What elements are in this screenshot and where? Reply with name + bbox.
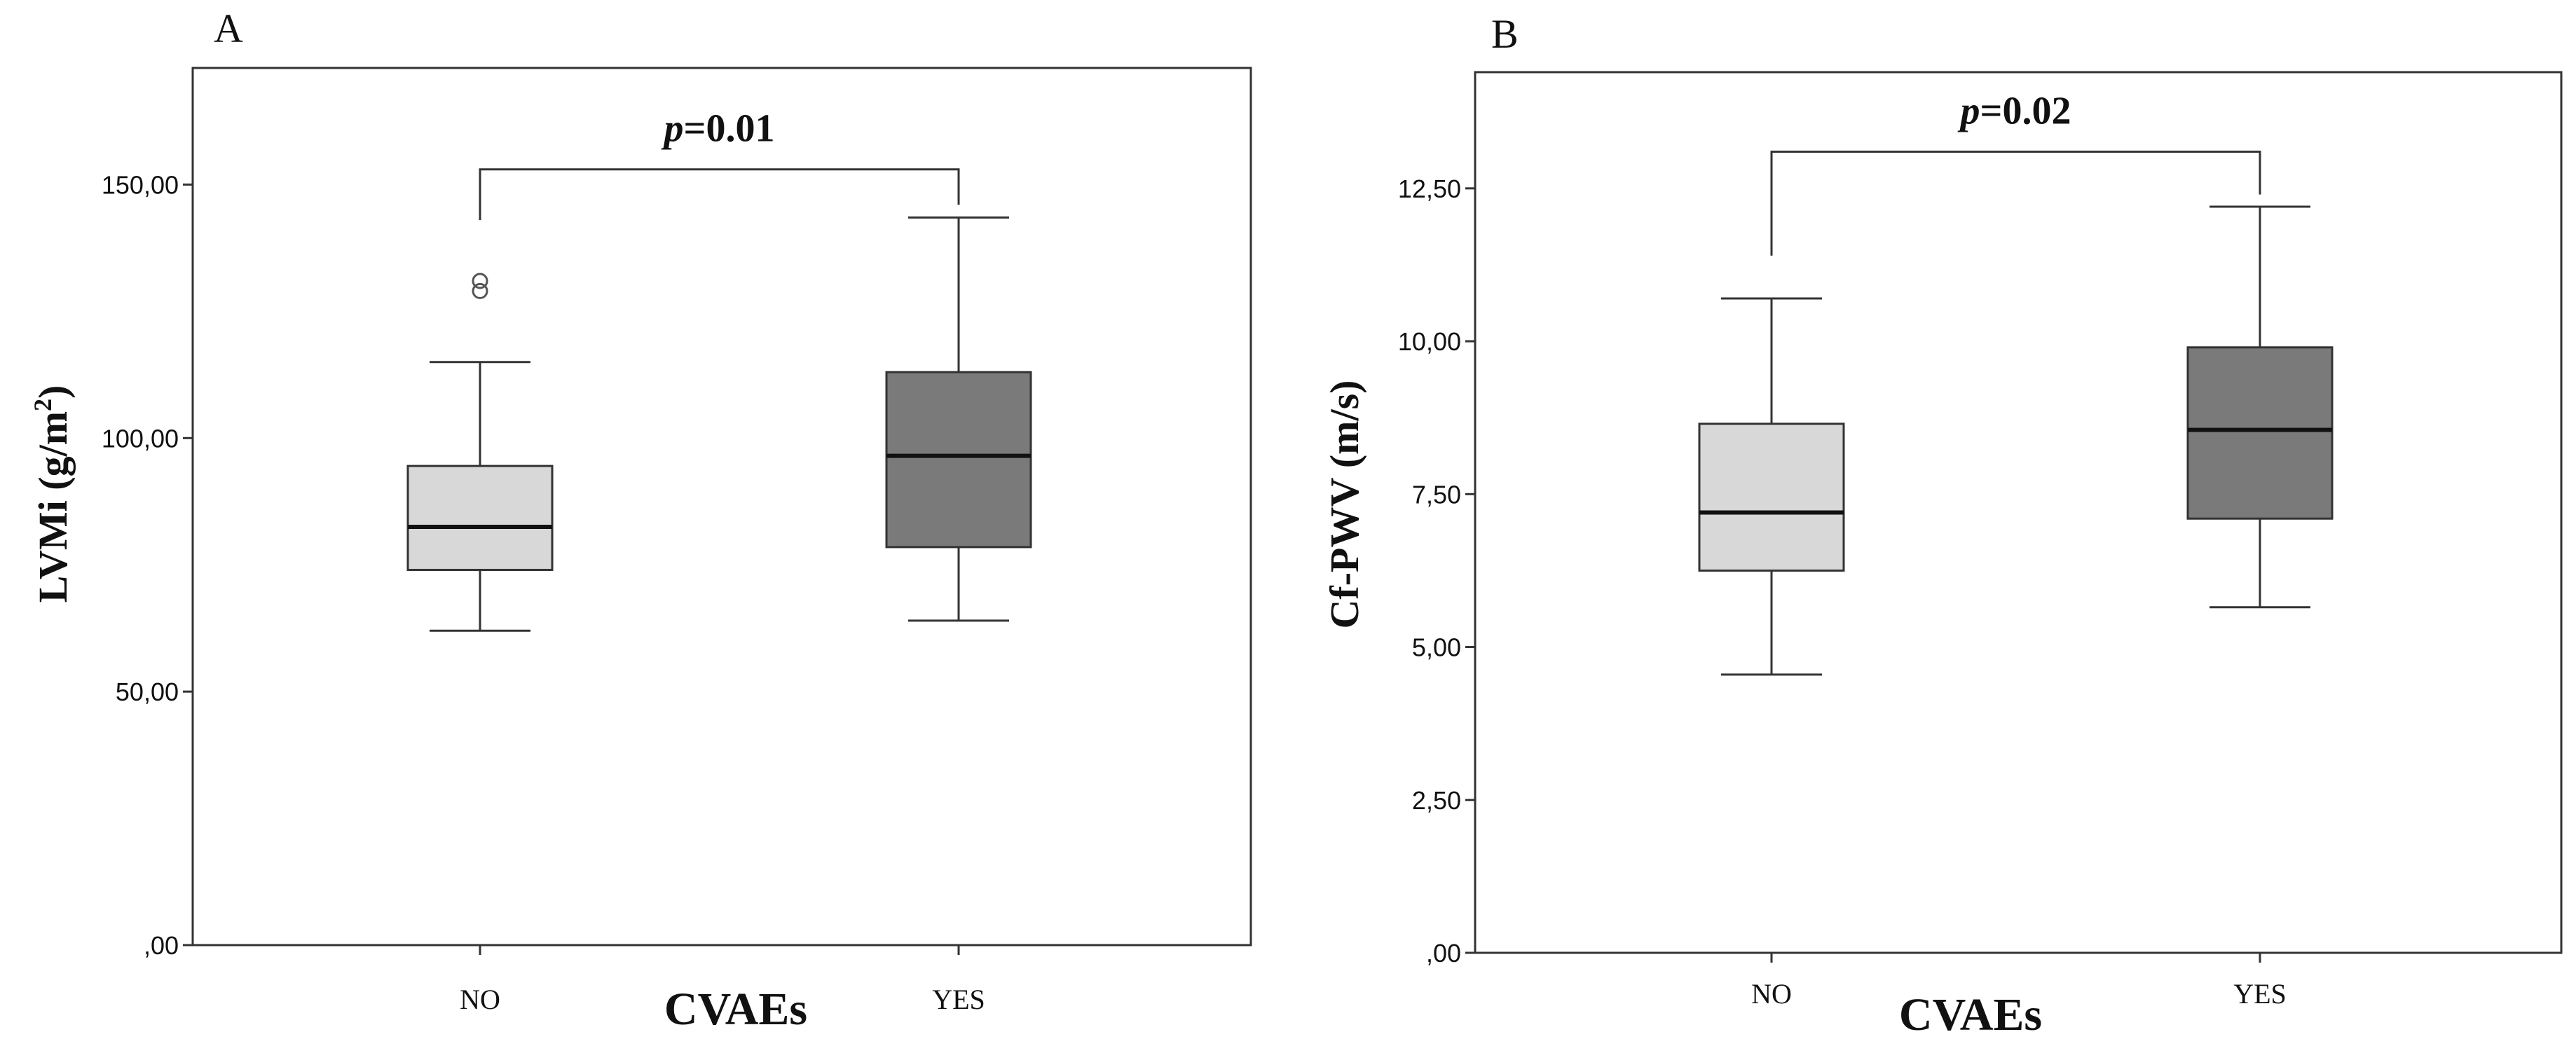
y-tick-label: 150,00: [102, 170, 179, 199]
iqr-box: [2186, 346, 2334, 520]
x-tick-label: NO: [460, 984, 500, 1015]
panel-b-label: B: [1491, 11, 1519, 57]
significance-bracket: [1770, 150, 2261, 256]
panel-a-y-axis-label-superscript: 2: [29, 399, 57, 411]
significance-bracket: [479, 168, 960, 221]
panel-a: A ,00 50,00 100,00 150,00 NO YES p=0.01 LVMi…: [29, 6, 1252, 1035]
y-tick-label: 2,50: [1412, 786, 1461, 815]
p-value-label: p=0.02: [1958, 89, 2071, 132]
p-value-label: p=0.01: [662, 107, 775, 151]
box-yes: [885, 216, 1032, 955]
x-tick-label: YES: [932, 984, 985, 1015]
box-yes: [2186, 205, 2334, 963]
box-no: [1698, 297, 1845, 963]
iqr-box: [406, 464, 554, 571]
panel-b-frame: [1474, 71, 2563, 954]
panel-a-boxes: [406, 216, 1032, 955]
panel-a-x-tick-labels: NO YES: [460, 984, 985, 1015]
panel-a-x-axis-label: CVAEs: [664, 984, 807, 1035]
outlier-point: [472, 282, 488, 299]
panel-b-y-ticks: ,00 2,50 5,00 7,50 10,00 12,50: [1398, 174, 1475, 968]
y-tick-label: ,00: [144, 931, 179, 960]
panel-a-y-axis-label: LVMi (g/m2): [29, 385, 76, 603]
p-value: =0.01: [684, 107, 775, 151]
panel-a-frame: [191, 67, 1252, 947]
p-symbol: p: [1958, 89, 1980, 132]
outlier-point: [472, 273, 488, 289]
x-tick-label: NO: [1751, 978, 1792, 1010]
panel-a-label: A: [214, 6, 243, 51]
y-tick-label: 10,00: [1398, 327, 1461, 356]
panel-b-significance: p=0.02: [1770, 89, 2261, 256]
panel-b-y-axis-label: Cf-PWV (m/s): [1322, 380, 1367, 629]
panel-a-y-axis-label-close: ): [30, 385, 76, 399]
y-tick-label: 7,50: [1412, 480, 1461, 509]
panel-a-y-axis-label-text: LVMi (g/m: [30, 411, 76, 603]
box-no: [406, 273, 554, 955]
iqr-box: [885, 371, 1032, 549]
panel-b-boxes: [1698, 205, 2334, 963]
panel-b-x-axis-label: CVAEs: [1899, 989, 2042, 1040]
p-symbol: p: [662, 107, 684, 151]
panel-a-y-ticks: ,00 50,00 100,00 150,00: [102, 170, 193, 960]
y-tick-label: 50,00: [116, 677, 179, 706]
panel-b-x-tick-labels: NO YES: [1751, 978, 2287, 1010]
y-tick-label: 12,50: [1398, 174, 1461, 203]
p-value: =0.02: [1980, 89, 2071, 132]
x-tick-label: YES: [2233, 978, 2287, 1010]
panel-a-significance: p=0.01: [479, 107, 960, 221]
y-tick-label: 5,00: [1412, 633, 1461, 662]
y-tick-label: 100,00: [102, 424, 179, 453]
y-tick-label: ,00: [1426, 939, 1461, 968]
iqr-box: [1698, 422, 1845, 572]
panel-b: B ,00 2,50 5,00 7,50 10,00 12,50 NO YES p=0.02…: [1322, 11, 2563, 1040]
